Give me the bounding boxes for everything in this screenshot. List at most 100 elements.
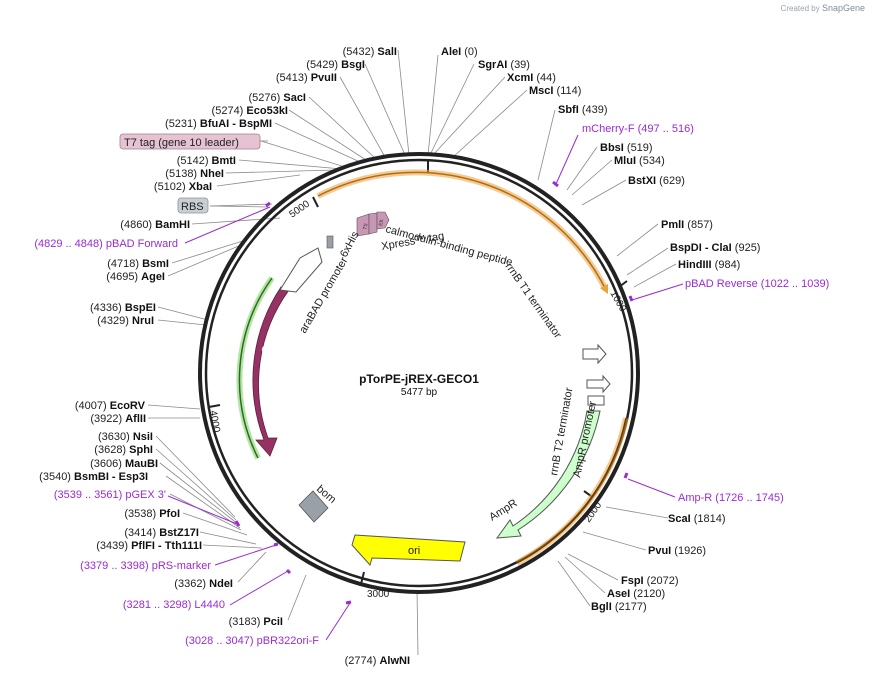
- site-position: (2072): [644, 575, 679, 587]
- site-label-maubi: (3606) MauBI: [90, 458, 158, 470]
- site-name: BfuAI: [200, 118, 229, 130]
- site-position: (5138): [165, 168, 200, 180]
- site-position: (5142): [177, 155, 212, 167]
- site-position: (3362): [174, 578, 209, 590]
- site-position: (1814): [691, 513, 726, 525]
- site-label-sbfi: SbfI (439): [558, 104, 608, 116]
- site-position: (857): [684, 219, 713, 231]
- site-label-sphi: (3628) SphI: [94, 444, 153, 456]
- site-label-hindiii: HindIII (984): [678, 259, 740, 271]
- site-name-2: - ClaI: [702, 242, 732, 254]
- site-name: SgrAI: [478, 59, 507, 71]
- site-name: PvuI: [648, 545, 671, 557]
- left-site-labels: (5432) SalI(5429) BsgI (5413) PvuII (5276)…: [39, 46, 410, 667]
- rrnb-t1-label: rrnB T1 terminator: [503, 261, 564, 341]
- ampr-promoter-label: AmpR promoter: [571, 400, 599, 479]
- bom-feature: [298, 490, 329, 523]
- backbone-outer: [198, 152, 640, 594]
- t7-tag-box: [119, 133, 261, 150]
- site-position: (5413): [276, 72, 311, 84]
- site-label-fspi: FspI (2072): [621, 575, 678, 587]
- primer-marks: [234, 180, 634, 605]
- site-name: BamHI: [155, 219, 190, 231]
- site-label-bstz17i: (3414) BstZ17I: [124, 527, 199, 539]
- site-position: (629): [656, 175, 685, 187]
- site-position: (5432): [343, 46, 378, 58]
- site-label-bsmbi: (3540) BsmBI - Esp3I: [39, 471, 148, 483]
- site-name: BspDI: [670, 242, 702, 254]
- site-name: BmtI: [212, 155, 236, 167]
- site-name: ScaI: [668, 513, 691, 525]
- site-label-pmli: PmlI (857): [661, 219, 713, 231]
- site-position: (925): [732, 242, 761, 254]
- site-label-nrui: (4329) NruI: [97, 315, 154, 327]
- position-ticks: [208, 159, 628, 585]
- right-site-labels: AleI (0)SgrAI (39)XcmI (44)MscI (114) Sbf…: [441, 46, 760, 613]
- site-position: (3414): [124, 527, 159, 539]
- site-name: BglI: [591, 601, 612, 613]
- ampr-label: AmpR: [487, 497, 519, 523]
- site-position: (4336): [90, 302, 125, 314]
- site-name: NruI: [132, 315, 154, 327]
- site-name: EcoRV: [110, 400, 146, 412]
- site-position: (4860): [120, 219, 155, 231]
- site-name: FspI: [621, 575, 644, 587]
- site-name: SphI: [129, 444, 153, 456]
- site-name: BsgI: [341, 59, 365, 71]
- site-label-scai: ScaI (1814): [668, 513, 726, 525]
- site-position: (4718): [107, 258, 142, 270]
- site-label-xbai: (5102) XbaI: [154, 181, 212, 193]
- primer-label-pbad-reverse: pBAD Reverse (1022 .. 1039): [685, 278, 829, 290]
- site-name: NsiI: [133, 431, 153, 443]
- site-name-2: - BspMI: [229, 118, 272, 130]
- primer-label-amp-r: Amp-R (1726 .. 1745): [678, 492, 784, 504]
- site-label-sali: (5432) SalI: [343, 46, 397, 58]
- site-position: (3630): [98, 431, 133, 443]
- site-leader-lines-right: [427, 54, 677, 607]
- site-position: (5429): [306, 59, 341, 71]
- site-label-alwni: (2774) AlwNI: [345, 655, 410, 667]
- site-label-alei: AleI (0): [441, 46, 478, 58]
- site-label-nhei: (5138) NheI: [165, 168, 224, 180]
- site-position: (5102): [154, 181, 189, 193]
- rbs-feature: [326, 235, 334, 249]
- primer-labels: mCherry-F (497 .. 516) pBAD Reverse (1022…: [34, 123, 829, 647]
- site-name: AgeI: [141, 271, 165, 283]
- site-name: XcmI: [507, 72, 533, 84]
- site-position: (2120): [630, 588, 665, 600]
- site-label-bgli: BglI (2177): [591, 601, 647, 613]
- site-name: AseI: [607, 588, 630, 600]
- tick-label-3000: 3000: [367, 589, 390, 600]
- site-label-msci: MscI (114): [529, 85, 581, 97]
- primer-label-l4440: (3281 .. 3298) L4440: [123, 599, 225, 611]
- site-position: (4329): [97, 315, 132, 327]
- site-name: NdeI: [209, 578, 233, 590]
- site-name: NheI: [200, 168, 224, 180]
- site-position: (4007): [75, 400, 110, 412]
- arac-label: araC: [257, 345, 273, 371]
- site-name: BsmI: [142, 258, 169, 270]
- site-position: (5276): [249, 92, 284, 104]
- site-position: (114): [553, 85, 581, 97]
- site-label-nsii: (3630) NsiI: [98, 431, 153, 443]
- site-label-pvui: PvuI (1926): [648, 545, 706, 557]
- site-position: (3606): [90, 458, 125, 470]
- rrnb-t2-terminator-feature: [586, 374, 611, 394]
- site-position: (534): [636, 155, 665, 167]
- plasmid-title: pTorPE-jREX-GECO1: [359, 372, 479, 386]
- site-position: (2177): [612, 601, 647, 613]
- site-name-2: - Esp3I: [109, 471, 148, 483]
- site-label-sgrai: SgrAI (39): [478, 59, 530, 71]
- site-label-pcii: (3183) PciI: [229, 616, 283, 628]
- site-label-bmti: (5142) BmtI: [177, 155, 236, 167]
- site-label-bamhi: (4860) BamHI: [120, 219, 190, 231]
- site-position: (3922): [90, 413, 125, 425]
- site-label-asei: AseI (2120): [607, 588, 665, 600]
- insert-arc: [317, 171, 609, 295]
- ek-label: EK: [378, 218, 385, 226]
- site-name: AleI: [441, 46, 461, 58]
- site-label-pvuii: (5413) PvuII: [276, 72, 337, 84]
- ori-feature: [351, 534, 466, 567]
- site-label-bstxi: BstXI (629): [628, 175, 685, 187]
